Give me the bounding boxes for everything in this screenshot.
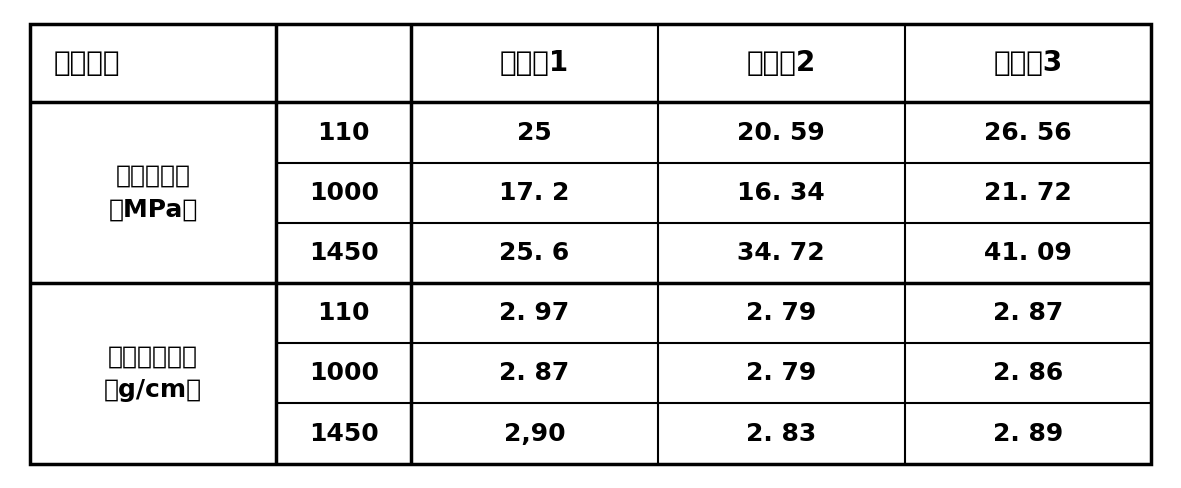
Text: 110: 110 [318,121,370,144]
Text: 耗高温强度
（MPa）: 耗高温强度 （MPa） [109,164,197,222]
Text: 烧后体积密度
（g/cm）: 烧后体积密度 （g/cm） [104,345,202,402]
Text: 16. 34: 16. 34 [737,181,826,205]
Text: 实施例3: 实施例3 [993,49,1063,78]
Text: 参数性能: 参数性能 [53,49,119,78]
Text: 17. 2: 17. 2 [500,181,569,205]
Text: 110: 110 [318,301,370,325]
Text: 2. 87: 2. 87 [993,301,1063,325]
Text: 2. 86: 2. 86 [993,361,1063,386]
Text: 41. 09: 41. 09 [984,241,1072,265]
Text: 实施例2: 实施例2 [746,49,816,78]
Text: 2. 79: 2. 79 [746,361,816,386]
Text: 26. 56: 26. 56 [984,121,1072,144]
Text: 2. 97: 2. 97 [500,301,569,325]
Text: 2. 89: 2. 89 [993,422,1063,446]
Text: 1450: 1450 [308,241,379,265]
Text: 25. 6: 25. 6 [500,241,569,265]
Text: 1450: 1450 [308,422,379,446]
Text: 20. 59: 20. 59 [737,121,826,144]
Text: 2,90: 2,90 [503,422,566,446]
Bar [30,24,1151,464]
Text: 2. 87: 2. 87 [500,361,569,386]
Text: 2. 83: 2. 83 [746,422,816,446]
Text: 1000: 1000 [308,361,379,386]
Text: 21. 72: 21. 72 [984,181,1072,205]
Text: 34. 72: 34. 72 [737,241,826,265]
Text: 实施例1: 实施例1 [500,49,569,78]
Text: 25: 25 [517,121,552,144]
Text: 2. 79: 2. 79 [746,301,816,325]
Text: 1000: 1000 [308,181,379,205]
